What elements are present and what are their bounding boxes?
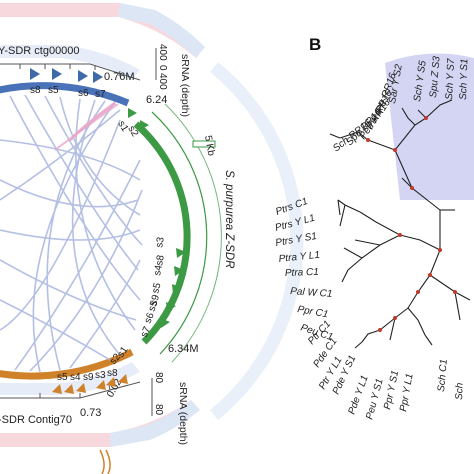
triangle-marker-icon [128, 108, 137, 118]
tree-tip-pal-w-c1: Pal W C1 [290, 286, 333, 300]
bottom-axis-value-3: 80 [153, 404, 164, 416]
node-dot [366, 138, 370, 142]
triangle-marker-icon [30, 68, 40, 80]
triangle-marker-icon [78, 70, 88, 82]
tree-tip-ppr-c1: Ppr C1 [296, 304, 329, 320]
tree-tip-sch-y-s1: Sch Y S1 [458, 58, 470, 100]
triangle-marker-icon [64, 384, 74, 394]
tree-tip-sch-y-s7: Sch Y S7 [444, 58, 457, 100]
triangle-marker-icon [172, 284, 182, 294]
green-mark-s4: s4 [152, 264, 165, 277]
green-mark-s5: s5 [150, 281, 163, 294]
blue-mark-s5: s5 [48, 85, 59, 96]
node-dot [424, 116, 428, 120]
orange-mark-s3: s3 [95, 370, 106, 381]
outer-band-blue-bottom [110, 400, 200, 447]
panel-letter-b: B [309, 35, 321, 54]
orange-mark-s5: s5 [57, 372, 68, 383]
size-634-label: 6.34M [168, 343, 199, 355]
tree-tip-sch-c1: Sch C1 [436, 359, 450, 393]
green-markers [128, 108, 186, 328]
green-ideogram [133, 121, 191, 345]
blue-ideogram [0, 82, 130, 107]
orange-strand [99, 449, 105, 474]
green-mark-s3: s3 [154, 236, 167, 249]
orange-markers [52, 374, 128, 394]
synteny-links [0, 94, 143, 373]
size-624-label: 6.24 [146, 94, 167, 106]
triangle-marker-icon [96, 380, 106, 390]
triangle-marker-icon [174, 266, 184, 276]
triangle-marker-icon [52, 384, 62, 394]
node-dot [416, 290, 420, 294]
node-dot [453, 290, 457, 294]
orange-mark-s8: s8 [107, 368, 118, 379]
top-tick-axis [0, 63, 141, 81]
node-dot [398, 233, 402, 237]
orange-ideogram [0, 348, 134, 380]
blue-markers [30, 68, 103, 83]
green-mark-s8: s8 [154, 254, 167, 267]
node-dot [393, 316, 397, 320]
green-scale-ring [151, 111, 208, 355]
triangle-marker-icon [106, 377, 116, 387]
size-076-label: 0.76M [104, 71, 135, 83]
tree-tip-sch: Sch [454, 382, 466, 400]
triangle-marker-icon [118, 374, 128, 384]
srna-top-label: sRNA (depth) [179, 54, 191, 117]
tree-tip-ptra-c1: Ptra C1 [285, 267, 319, 279]
tree-nodes [366, 116, 457, 332]
outer-band-blue-side [210, 62, 304, 420]
node-dot [378, 328, 382, 332]
top-axis-value-2: 0 [157, 65, 168, 71]
green-mark-s9: s9 [148, 293, 162, 307]
bottom-tick-3 [108, 384, 111, 391]
tree-tip-spu-z-s3: Spu Z S3 [428, 55, 443, 98]
green-mark-s6: s6 [143, 311, 157, 325]
green-mark-s7: s7 [139, 325, 154, 340]
bottom-axis-value-1: 80 [153, 372, 164, 384]
node-dot [428, 273, 432, 277]
pink-link-2 [54, 103, 119, 151]
scale-bar-box [192, 140, 216, 148]
node-dot [438, 248, 442, 252]
triangle-marker-icon [140, 120, 149, 130]
orange-strand-2 [105, 449, 111, 474]
y-sdr-label: Y-SDR ctg00000 [0, 45, 80, 57]
inner-band-blue-top [0, 45, 140, 80]
srna-bottom-label: sRNA (depth) [177, 382, 189, 445]
tree-panel: B [274, 35, 474, 421]
tree-tip-ptra-y-l1: Ptra Y L1 [278, 250, 320, 265]
size-073-label: 0.73 [80, 407, 101, 419]
triangle-marker-icon [176, 248, 186, 258]
blue-mark-s8: s8 [30, 85, 41, 96]
triangle-marker-icon [76, 383, 86, 393]
contig-label: -SDR Contig70 [0, 414, 72, 426]
z-sdr-label: S. purpurea Z-SDR [223, 170, 235, 268]
blue-mark-s7: s7 [95, 89, 106, 100]
outer-band-blue-top [118, 3, 205, 58]
circos-panel: Y-SDR ctg00000 0.76M 6.24 6.34M 0.73 -SD… [0, 3, 304, 474]
triangle-marker-icon [160, 318, 170, 328]
highlight-wedge [385, 53, 474, 201]
top-axis-value-3: 400 [157, 73, 168, 90]
triangle-marker-icon [52, 68, 62, 80]
scale-bar-label: 5 Kb [202, 135, 216, 158]
triangle-marker-icon [166, 302, 176, 312]
green-scale-ring-outer [164, 103, 222, 363]
blue-mark-s6: s6 [78, 88, 89, 99]
green-mark-s5b: s5 [146, 299, 160, 313]
top-tick-5 [118, 70, 121, 77]
node-dot [410, 186, 414, 190]
node-dot [393, 148, 397, 152]
inner-band-blue-bottom [0, 362, 140, 395]
triangle-marker-icon [93, 71, 103, 83]
tree-tip-ppr-y-l1: Ppr Y L1 [398, 373, 416, 413]
top-axis-value-1: 400 [157, 44, 168, 61]
orange-mark-s4: s4 [70, 372, 81, 383]
orange-mark-s9: s9 [83, 372, 94, 383]
